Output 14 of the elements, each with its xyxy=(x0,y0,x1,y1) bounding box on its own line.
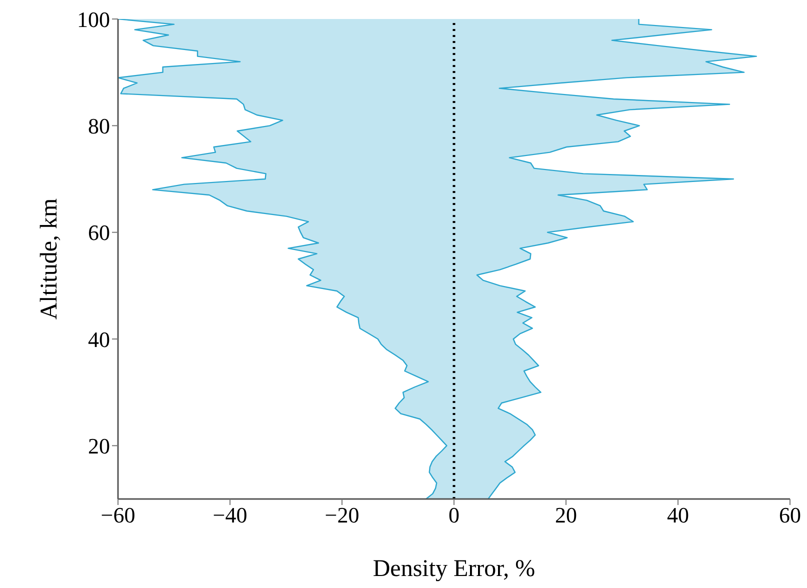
x-tick-label: 0 xyxy=(448,502,460,528)
x-tick-label: −60 xyxy=(100,502,136,528)
x-axis-title: Density Error, % xyxy=(372,556,536,582)
x-tick-label: −40 xyxy=(212,502,248,528)
x-tick-label: 40 xyxy=(667,502,689,528)
y-tick-label: 40 xyxy=(88,326,110,352)
y-axis-title: Altitude, km xyxy=(36,198,63,320)
y-tick-label: 100 xyxy=(77,6,110,32)
x-tick-label: 60 xyxy=(779,502,801,528)
y-tick-label: 20 xyxy=(88,433,110,458)
y-tick-label: 80 xyxy=(88,113,110,138)
x-tick-label: 20 xyxy=(555,502,577,528)
y-tick-label: 60 xyxy=(88,220,110,246)
x-tick-label: −20 xyxy=(324,502,360,528)
